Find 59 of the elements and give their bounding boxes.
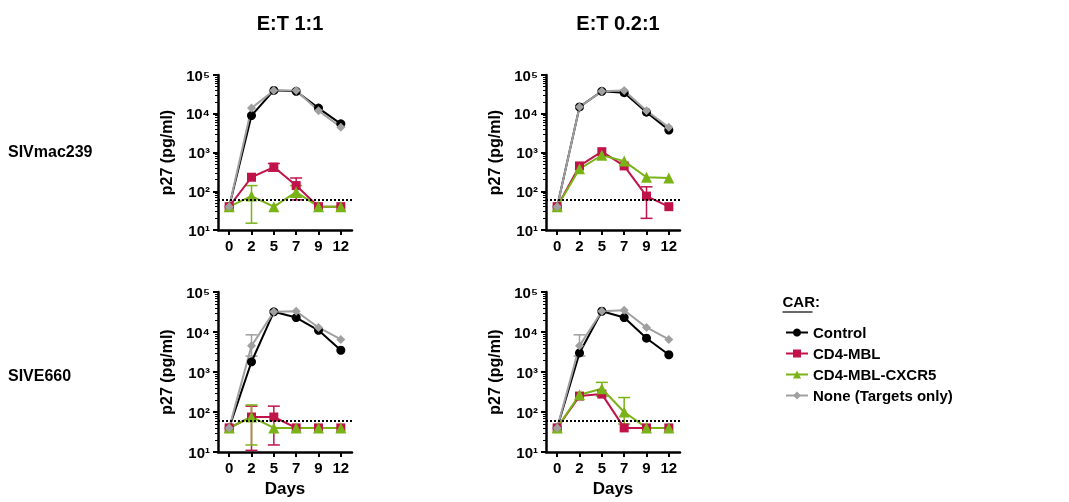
y-tick-label: 10¹ (516, 443, 538, 461)
x-tick-label: 0 (552, 237, 562, 254)
x-tick-label: 12 (660, 237, 678, 254)
y-tick-label: 10² (188, 403, 210, 421)
y-axis-title: p27 (pg/ml) (485, 109, 503, 196)
y-tick-label: 10³ (188, 363, 210, 381)
y-tick-label: 10⁵ (514, 283, 538, 301)
y-tick-label: 10⁴ (185, 105, 210, 123)
x-tick-label: 9 (314, 237, 323, 254)
x-axis-title: Days (592, 479, 634, 498)
chart-title: E:T 0.2:1 (576, 12, 660, 34)
legend-label: Control (813, 324, 867, 341)
x-tick-label: 5 (597, 459, 607, 476)
text: SIVmac239 (8, 143, 93, 160)
y-tick-label: 10³ (516, 363, 538, 381)
x-tick-label: 5 (269, 237, 279, 254)
x-tick-label: 9 (642, 237, 651, 254)
x-tick-label: 5 (269, 459, 279, 476)
x-tick-label: 12 (660, 459, 678, 476)
x-tick-label: 2 (247, 459, 256, 476)
y-tick-label: 10⁵ (514, 66, 538, 84)
x-tick-label: 2 (247, 237, 256, 254)
y-tick-label: 10⁴ (513, 105, 538, 123)
x-axis-title: Days (264, 479, 306, 498)
y-tick-label: 10² (516, 182, 538, 200)
x-tick-label: 7 (291, 459, 301, 476)
y-axis-title: p27 (pg/ml) (485, 329, 503, 415)
y-tick-label: 10¹ (188, 443, 210, 461)
x-tick-label: 7 (291, 237, 301, 254)
y-tick-label: 10⁵ (186, 66, 210, 84)
y-tick-label: 10⁴ (513, 323, 538, 341)
legend-label: CD4-MBL-CXCR5 (813, 366, 937, 383)
legend-title: CAR: (782, 293, 820, 310)
x-tick-label: 0 (552, 459, 562, 476)
x-tick-label: 2 (575, 237, 584, 254)
y-axis-title: p27 (pg/ml) (157, 329, 175, 415)
x-tick-label: 12 (332, 237, 350, 254)
y-tick-label: 10² (516, 403, 538, 421)
y-tick-label: 10³ (188, 144, 210, 161)
chart-title: E:T 1:1 (256, 12, 324, 34)
x-tick-label: 7 (619, 237, 629, 254)
text: SIVE660 (8, 366, 72, 384)
x-tick-label: 2 (575, 459, 584, 476)
x-tick-label: 0 (224, 459, 234, 476)
x-tick-label: 9 (314, 459, 323, 476)
x-tick-label: 5 (597, 237, 607, 254)
y-tick-label: 10³ (516, 144, 538, 161)
x-tick-label: 0 (224, 237, 234, 254)
y-tick-label: 10⁴ (185, 323, 210, 341)
legend-label: None (Targets only) (813, 387, 953, 404)
y-tick-label: 10¹ (516, 221, 538, 239)
y-tick-label: 10¹ (188, 221, 210, 239)
y-tick-label: 10⁵ (186, 283, 210, 301)
x-tick-label: 12 (332, 459, 350, 476)
y-axis-title: p27 (pg/ml) (157, 109, 175, 196)
x-tick-label: 7 (619, 459, 629, 476)
legend-label: CD4-MBL (813, 345, 881, 362)
y-tick-label: 10² (188, 182, 210, 200)
x-tick-label: 9 (642, 459, 651, 476)
